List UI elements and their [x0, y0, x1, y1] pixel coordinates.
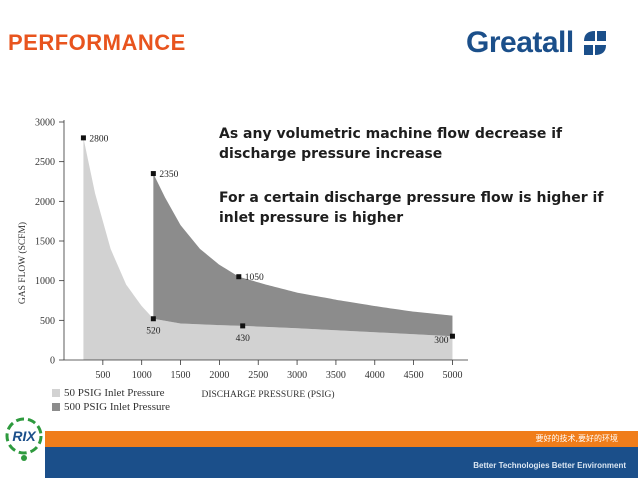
x-tick-label: 2000 [209, 370, 229, 381]
data-point-300 [449, 333, 455, 339]
area-series-500-psig [153, 173, 453, 337]
y-tick-label: 1000 [35, 276, 55, 287]
note-flow-decrease: As any volumetric machine flow decrease … [219, 126, 563, 162]
chart-axes: 0 500 1000 1500 2000 2500 3000 500 1000 1500 2000 2… [35, 118, 468, 400]
data-point-1050 [236, 274, 242, 280]
x-axis-label: DISCHARGE PRESSURE (PSIG) [201, 389, 334, 400]
footer-blue-band [45, 447, 638, 478]
chart-legend: 50 PSIG Inlet Pressure 500 PSIG Inlet Pr… [52, 386, 170, 414]
data-label-1050: 1050 [245, 273, 264, 283]
legend-item-500-psig: 500 PSIG Inlet Pressure [52, 400, 170, 414]
rix-logo: RIX [5, 417, 43, 461]
x-tick-label: 4500 [404, 370, 424, 381]
data-point-520 [150, 316, 156, 322]
logo-text: Greatall [466, 26, 574, 59]
x-tick-label: 1500 [171, 370, 191, 381]
y-tick-label: 1500 [35, 237, 55, 248]
logo-mark-top [583, 31, 606, 41]
x-tick-label: 5000 [442, 370, 462, 381]
page-title: PERFORMANCE [8, 30, 186, 55]
x-tick-label: 3500 [326, 370, 346, 381]
performance-chart: 0 500 1000 1500 2000 2500 3000 500 1000 1500 2000 2… [17, 118, 468, 400]
x-tick-label: 3000 [287, 370, 307, 381]
data-point-430 [240, 323, 246, 329]
x-tick-label: 1000 [132, 370, 152, 381]
y-tick-label: 500 [40, 316, 55, 327]
y-tick-label: 2000 [35, 197, 55, 208]
y-tick-label: 2500 [35, 157, 55, 168]
y-tick-label: 3000 [35, 118, 55, 129]
data-point-2800 [80, 135, 86, 141]
footer-slogan-en: Better Technologies Better Environment [473, 461, 626, 470]
greatall-mark-icon [583, 31, 606, 55]
legend-item-50-psig: 50 PSIG Inlet Pressure [52, 386, 170, 400]
data-label-520: 520 [146, 327, 161, 337]
logo-mark-bottom [583, 45, 606, 55]
data-label-2800: 2800 [89, 134, 108, 144]
rix-logo-text: RIX [12, 428, 37, 444]
greatall-logo: Greatall [466, 26, 610, 60]
rix-logo-ring [5, 417, 43, 455]
data-label-2350: 2350 [159, 170, 178, 180]
footer-orange-band [45, 431, 638, 447]
legend-swatch-500-psig [52, 403, 60, 411]
legend-swatch-50-psig [52, 389, 60, 397]
legend-label-50-psig: 50 PSIG Inlet Pressure [64, 387, 165, 399]
y-tick-label: 0 [50, 356, 55, 367]
chart-points: 2800 2350 1050 520 430 300 [80, 134, 455, 346]
chart-areas [83, 137, 453, 360]
data-label-300: 300 [434, 336, 449, 346]
y-axis-label: GAS FLOW (SCFM) [17, 222, 28, 304]
data-point-2350 [150, 171, 156, 177]
x-tick-label: 2500 [248, 370, 268, 381]
note-inlet-pressure: For a certain discharge pressure flow is… [219, 190, 604, 226]
area-series-50-psig [83, 137, 453, 360]
rix-logo-dot [21, 455, 27, 461]
footer-slogan-cn: 要好的技术,要好的环境 [535, 434, 618, 443]
x-tick-label: 4000 [365, 370, 385, 381]
data-label-430: 430 [236, 334, 251, 344]
legend-label-500-psig: 500 PSIG Inlet Pressure [64, 401, 171, 413]
x-tick-label: 500 [95, 370, 110, 381]
